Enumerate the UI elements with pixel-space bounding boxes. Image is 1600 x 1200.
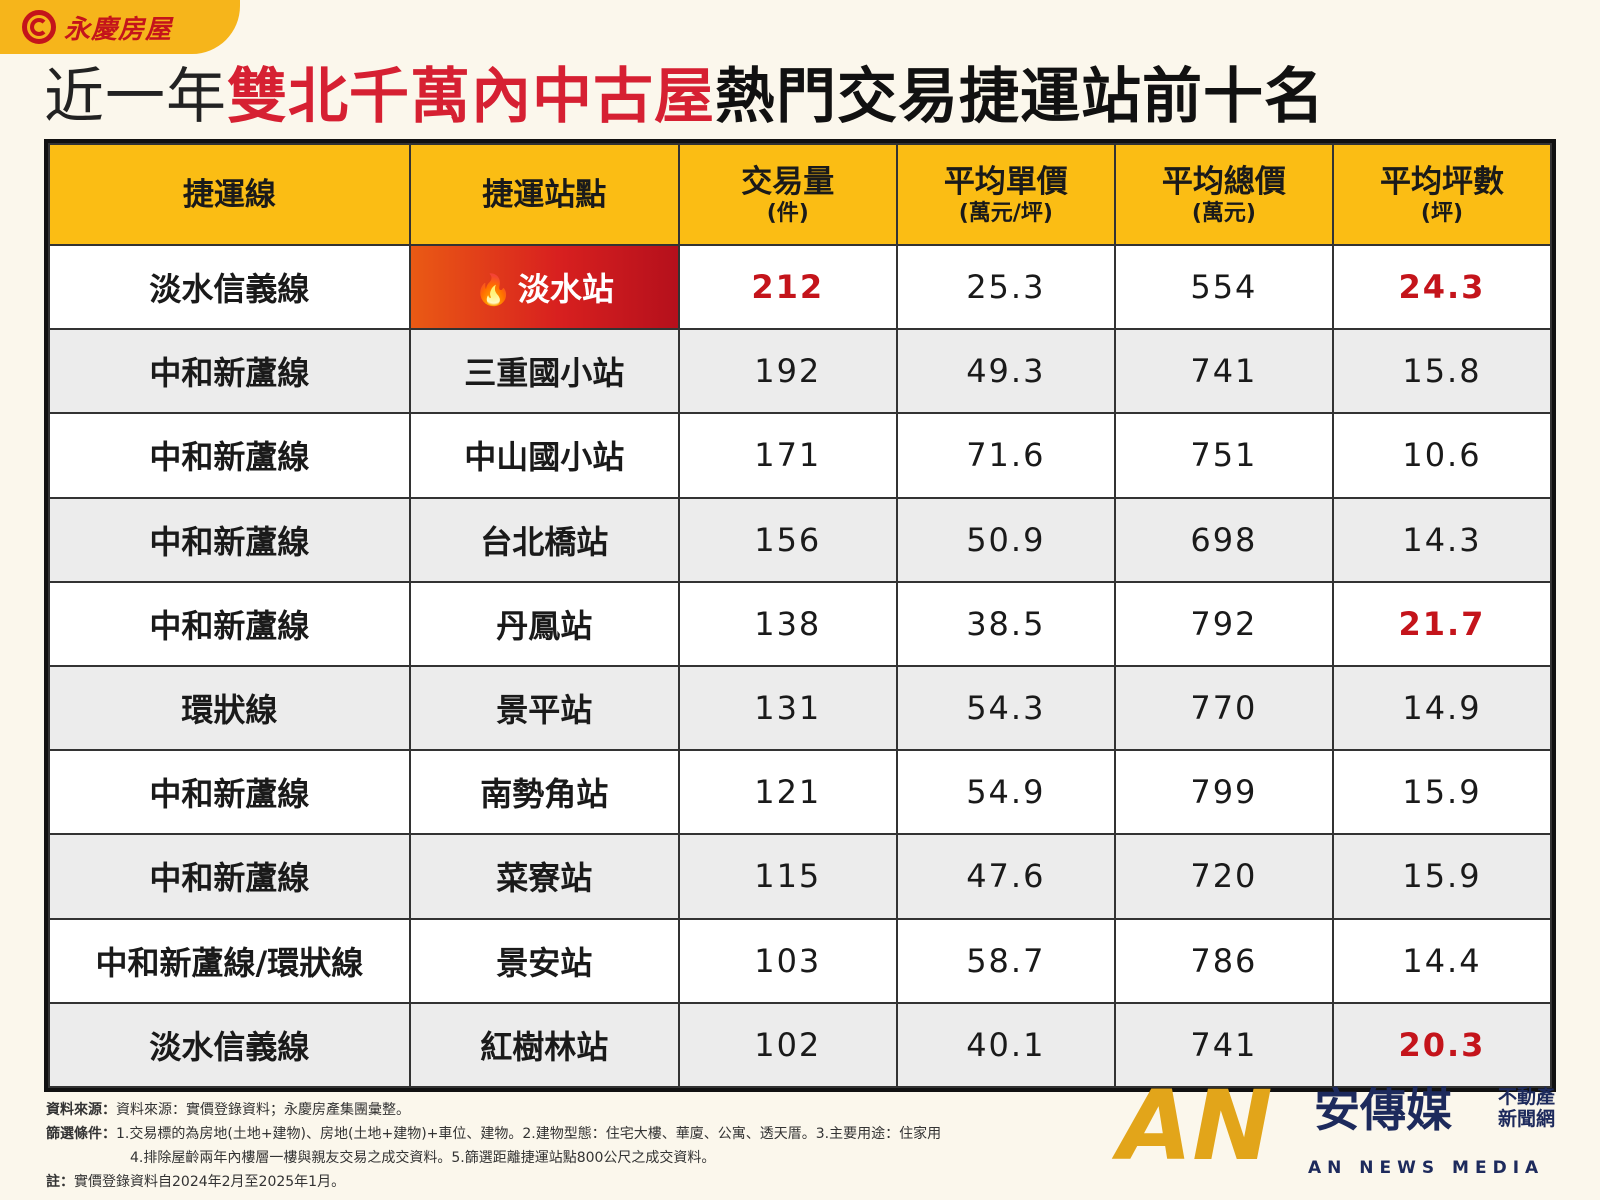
header-mrt-line: 捷運線: [48, 143, 411, 246]
page-title: 近一年雙北千萬內中古屋熱門交易捷運站前十名: [44, 62, 1564, 132]
table-row: 中和新蘆線 台北橋站 156 50.9 698 14.3: [48, 496, 1553, 583]
title-suffix: 熱門交易捷運站前十名: [715, 62, 1325, 132]
cell-total-price: 741: [1113, 328, 1334, 415]
table-row: 中和新蘆線 中山國小站 171 71.6 751 10.6: [48, 412, 1553, 499]
cell-volume: 171: [677, 412, 898, 499]
cell-total-price: 786: [1113, 917, 1334, 1004]
brand-logo-text: 永慶房屋: [64, 14, 173, 45]
cell-station: 菜寮站: [408, 833, 680, 920]
cell-volume: 212: [677, 243, 898, 331]
header-area: 平均坪數 (坪): [1331, 143, 1553, 246]
cell-area: 15.8: [1331, 328, 1553, 415]
table-row: 中和新蘆線 南勢角站 121 54.9 799 15.9: [48, 749, 1553, 836]
cell-station: 紅樹林站: [408, 1001, 680, 1089]
cell-volume: 156: [677, 496, 898, 583]
cell-volume: 121: [677, 749, 898, 836]
cell-unit-price: 38.5: [895, 580, 1116, 667]
table-row: 淡水信義線 紅樹林站 102 40.1 741 20.3: [48, 1001, 1553, 1089]
cell-area: 21.7: [1331, 580, 1553, 667]
cell-unit-price: 71.6: [895, 412, 1116, 499]
header-unit-price: 平均單價 (萬元/坪): [895, 143, 1116, 246]
cell-volume: 103: [677, 917, 898, 1004]
cell-area: 14.9: [1331, 664, 1553, 752]
title-prefix: 近一年: [44, 62, 227, 132]
cell-total-price: 770: [1113, 664, 1334, 752]
cell-area: 14.3: [1331, 496, 1553, 583]
cell-station: 景平站: [408, 664, 680, 752]
cell-unit-price: 49.3: [895, 328, 1116, 415]
cell-station: 丹鳳站: [408, 580, 680, 667]
an-news-media-watermark: AN 安傳媒 不動產 新聞網 AN NEWS MEDIA: [1118, 1078, 1568, 1194]
yungching-swirl-icon: [22, 10, 56, 44]
watermark-english: AN NEWS MEDIA: [1308, 1158, 1545, 1178]
cell-mrt-line: 中和新蘆線: [48, 412, 411, 499]
cell-volume: 138: [677, 580, 898, 667]
cell-mrt-line: 淡水信義線: [48, 243, 411, 331]
cell-mrt-line: 中和新蘆線: [48, 833, 411, 920]
cell-mrt-line: 中和新蘆線: [48, 328, 411, 415]
cell-area: 15.9: [1331, 749, 1553, 836]
filter-note-continued: 4.排除屋齡兩年內樓層一樓與親友交易之成交資料。5.篩選距離捷運站點800公尺之…: [130, 1150, 716, 1166]
cell-unit-price: 40.1: [895, 1001, 1116, 1089]
cell-mrt-line: 淡水信義線: [48, 1001, 411, 1089]
cell-volume: 192: [677, 328, 898, 415]
table-row: 淡水信義線 🔥 淡水站 212 25.3 554 24.3: [48, 243, 1553, 331]
cell-unit-price: 25.3: [895, 243, 1116, 331]
cell-mrt-line: 中和新蘆線: [48, 749, 411, 836]
cell-total-price: 554: [1113, 243, 1334, 331]
brand-logo-tab: 永慶房屋: [0, 0, 240, 54]
table-row: 環狀線 景平站 131 54.3 770 14.9: [48, 664, 1553, 752]
ranking-table-container: 捷運線 捷運站點 交易量 (件) 平均單價 (萬元/坪) 平均總價 (萬元) 平均坪數…: [44, 139, 1556, 1092]
cell-total-price: 720: [1113, 833, 1334, 920]
ranking-table: 捷運線 捷運站點 交易量 (件) 平均單價 (萬元/坪) 平均總價 (萬元) 平均坪數…: [48, 143, 1553, 1089]
cell-unit-price: 54.3: [895, 664, 1116, 752]
source-note: 資料來源：資料來源：實價登錄資料；永慶房產集團彙整。: [46, 1102, 410, 1118]
watermark-side-text: 不動產 新聞網: [1498, 1086, 1556, 1130]
an-logo-mark: AN: [1118, 1070, 1273, 1182]
cell-total-price: 698: [1113, 496, 1334, 583]
header-total-price: 平均總價 (萬元): [1113, 143, 1334, 246]
cell-volume: 115: [677, 833, 898, 920]
cell-unit-price: 54.9: [895, 749, 1116, 836]
table-row: 中和新蘆線 三重國小站 192 49.3 741 15.8: [48, 328, 1553, 415]
cell-station: 景安站: [408, 917, 680, 1004]
header-volume: 交易量 (件): [677, 143, 898, 246]
cell-mrt-line: 中和新蘆線: [48, 496, 411, 583]
cell-area: 24.3: [1331, 243, 1553, 331]
cell-area: 14.4: [1331, 917, 1553, 1004]
remark-note: 註：實價登錄資料自2024年2月至2025年1月。: [46, 1174, 346, 1190]
cell-station: 南勢角站: [408, 749, 680, 836]
cell-mrt-line: 中和新蘆線/環狀線: [48, 917, 411, 1004]
cell-volume: 102: [677, 1001, 898, 1089]
table-row: 中和新蘆線/環狀線 景安站 103 58.7 786 14.4: [48, 917, 1553, 1004]
cell-unit-price: 58.7: [895, 917, 1116, 1004]
cell-total-price: 792: [1113, 580, 1334, 667]
cell-station: 中山國小站: [408, 412, 680, 499]
cell-unit-price: 50.9: [895, 496, 1116, 583]
table-row: 中和新蘆線 菜寮站 115 47.6 720 15.9: [48, 833, 1553, 920]
watermark-name: 安傳媒: [1314, 1083, 1452, 1137]
cell-total-price: 799: [1113, 749, 1334, 836]
footnotes: 資料來源：資料來源：實價登錄資料；永慶房產集團彙整。 篩選條件：1.交易標的為房…: [46, 1098, 1146, 1194]
cell-total-price: 751: [1113, 412, 1334, 499]
cell-unit-price: 47.6: [895, 833, 1116, 920]
title-highlight: 雙北千萬內中古屋: [227, 62, 715, 132]
table-header-row: 捷運線 捷運站點 交易量 (件) 平均單價 (萬元/坪) 平均總價 (萬元) 平均坪數…: [48, 143, 1553, 246]
table-row: 中和新蘆線 丹鳳站 138 38.5 792 21.7: [48, 580, 1553, 667]
flame-icon: 🔥: [474, 273, 512, 309]
cell-area: 20.3: [1331, 1001, 1553, 1089]
cell-volume: 131: [677, 664, 898, 752]
cell-mrt-line: 環狀線: [48, 664, 411, 752]
cell-area: 10.6: [1331, 412, 1553, 499]
cell-station: 台北橋站: [408, 496, 680, 583]
cell-total-price: 741: [1113, 1001, 1334, 1089]
filter-note: 篩選條件：1.交易標的為房地(土地+建物)、房地(土地+建物)+車位、建物。2.…: [46, 1126, 942, 1142]
cell-area: 15.9: [1331, 833, 1553, 920]
cell-station: 三重國小站: [408, 328, 680, 415]
cell-station-highlighted: 🔥 淡水站: [408, 243, 680, 331]
header-station: 捷運站點: [408, 143, 680, 246]
cell-mrt-line: 中和新蘆線: [48, 580, 411, 667]
